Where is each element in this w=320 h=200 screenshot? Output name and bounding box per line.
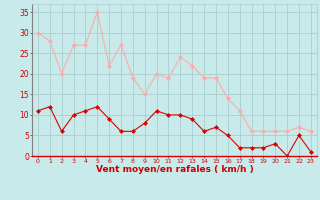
X-axis label: Vent moyen/en rafales ( km/h ): Vent moyen/en rafales ( km/h ) [96, 165, 253, 174]
